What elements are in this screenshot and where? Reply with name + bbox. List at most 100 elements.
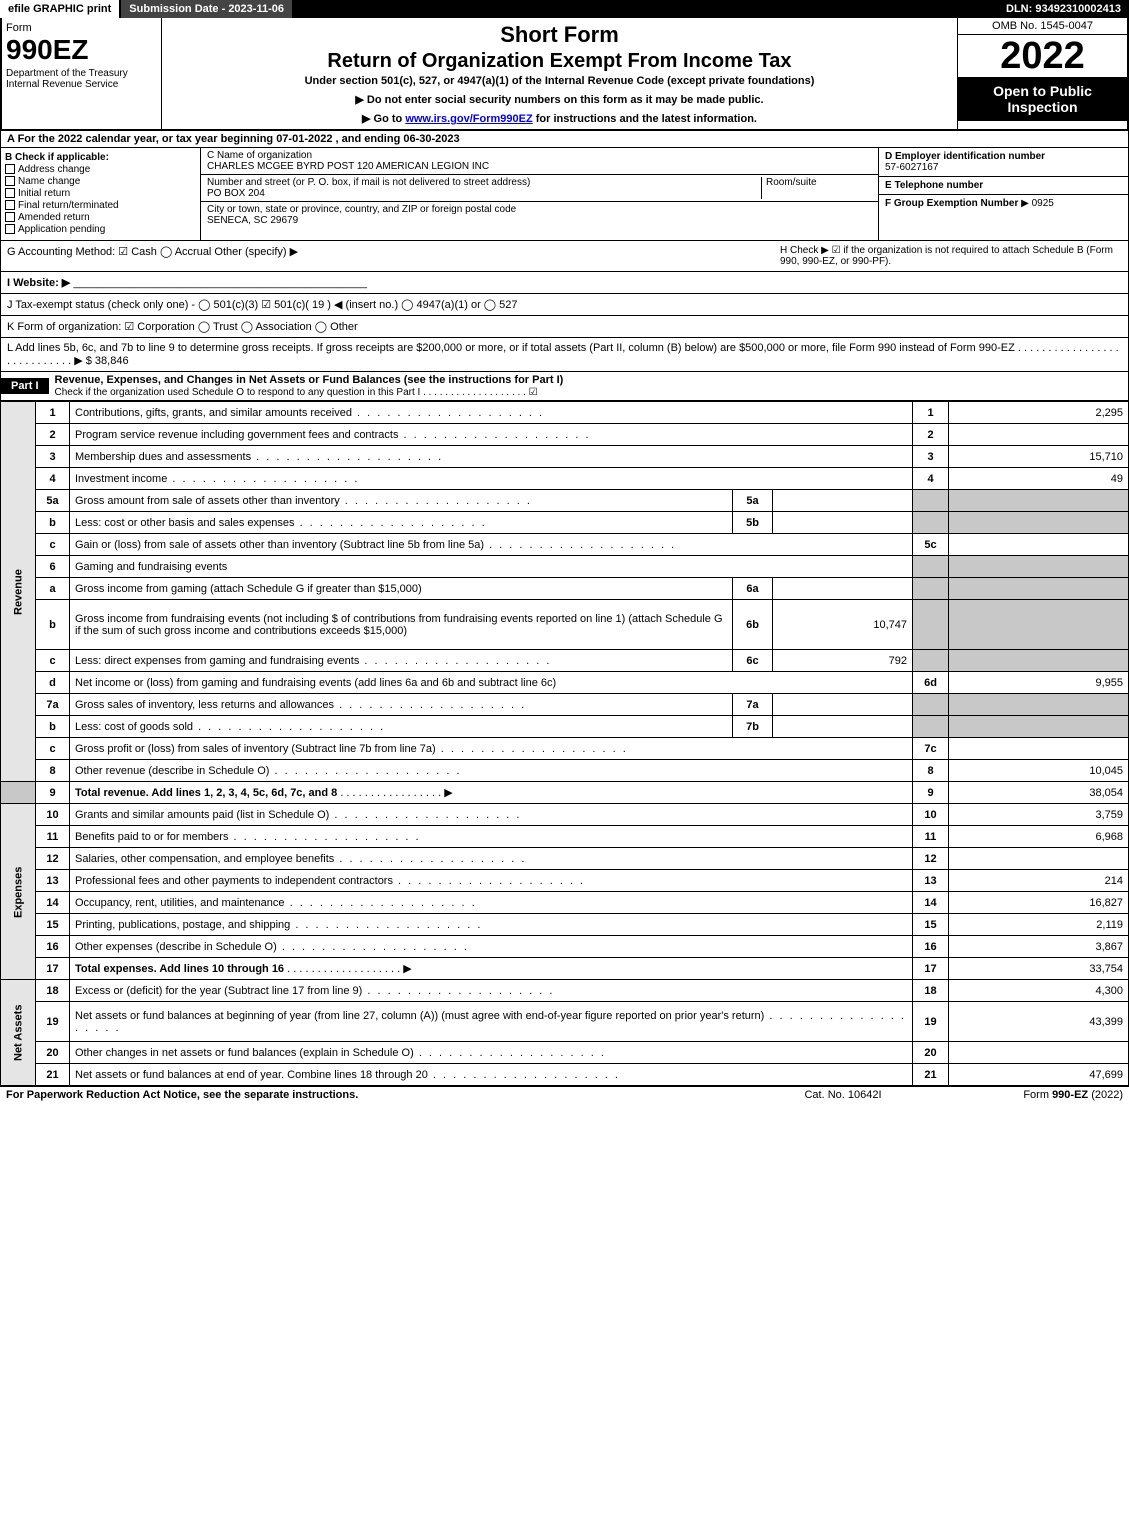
line13-num: 13 — [36, 870, 70, 892]
line20-rn: 20 — [913, 1042, 949, 1064]
line5c-num: c — [36, 534, 70, 556]
section-h: H Check ▶ ☑ if the organization is not r… — [772, 245, 1122, 267]
line6c-rn-shaded — [913, 650, 949, 672]
line18-rn: 18 — [913, 980, 949, 1002]
line6-val-shaded — [949, 556, 1129, 578]
line4-desc: Investment income — [70, 468, 913, 490]
dln: DLN: 93492310002413 — [998, 0, 1129, 18]
line6-desc: Gaming and fundraising events — [70, 556, 913, 578]
line2-desc: Program service revenue including govern… — [70, 424, 913, 446]
efile-print[interactable]: efile GRAPHIC print — [0, 0, 121, 18]
line14-val: 16,827 — [949, 892, 1129, 914]
line13-rn: 13 — [913, 870, 949, 892]
line8-val: 10,045 — [949, 760, 1129, 782]
line5c-desc: Gain or (loss) from sale of assets other… — [70, 534, 913, 556]
line2-val — [949, 424, 1129, 446]
line16-num: 16 — [36, 936, 70, 958]
checkbox-initial-return[interactable]: Initial return — [5, 188, 196, 199]
line2-num: 2 — [36, 424, 70, 446]
org-name: CHARLES MCGEE BYRD POST 120 AMERICAN LEG… — [207, 161, 872, 172]
section-i: I Website: ▶ — [7, 277, 70, 289]
ein-label: D Employer identification number — [885, 151, 1122, 162]
netassets-side-label: Net Assets — [1, 980, 36, 1086]
line19-desc: Net assets or fund balances at beginning… — [70, 1002, 913, 1042]
city-value: SENECA, SC 29679 — [207, 215, 872, 226]
line6a-sn: 6a — [733, 578, 773, 600]
line5b-desc: Less: cost or other basis and sales expe… — [70, 512, 733, 534]
line3-num: 3 — [36, 446, 70, 468]
line18-val: 4,300 — [949, 980, 1129, 1002]
line5b-sn: 5b — [733, 512, 773, 534]
line21-desc: Net assets or fund balances at end of ye… — [70, 1064, 913, 1086]
line6d-desc: Net income or (loss) from gaming and fun… — [70, 672, 913, 694]
line3-val: 15,710 — [949, 446, 1129, 468]
line12-num: 12 — [36, 848, 70, 870]
line12-desc: Salaries, other compensation, and employ… — [70, 848, 913, 870]
line18-num: 18 — [36, 980, 70, 1002]
line7b-rn-shaded — [913, 716, 949, 738]
line7b-num: b — [36, 716, 70, 738]
line19-val: 43,399 — [949, 1002, 1129, 1042]
footer-right: Form 990-EZ (2022) — [943, 1089, 1123, 1101]
open-public: Open to Public Inspection — [958, 77, 1127, 121]
part1-title-text: Revenue, Expenses, and Changes in Net As… — [55, 374, 564, 386]
line12-rn: 12 — [913, 848, 949, 870]
line11-rn: 11 — [913, 826, 949, 848]
part1-header-row: Part I Revenue, Expenses, and Changes in… — [0, 372, 1129, 401]
line6b-num: b — [36, 600, 70, 650]
line3-desc: Membership dues and assessments — [70, 446, 913, 468]
checkbox-name-change[interactable]: Name change — [5, 176, 196, 187]
line5b-num: b — [36, 512, 70, 534]
label-initial-return: Initial return — [18, 188, 70, 199]
line5b-sv — [773, 512, 913, 534]
group-value: ▶ 0925 — [1021, 198, 1054, 209]
line16-rn: 16 — [913, 936, 949, 958]
street-value: PO BOX 204 — [207, 188, 757, 199]
line13-val: 214 — [949, 870, 1129, 892]
line11-desc: Benefits paid to or for members — [70, 826, 913, 848]
short-form-label: Short Form — [170, 22, 949, 48]
header-right: OMB No. 1545-0047 2022 Open to Public In… — [957, 18, 1127, 129]
section-gh: G Accounting Method: ☑ Cash ◯ Accrual Ot… — [0, 241, 1129, 272]
checkbox-address-change[interactable]: Address change — [5, 164, 196, 175]
section-l-row: L Add lines 5b, 6c, and 7b to line 9 to … — [0, 338, 1129, 372]
header-left: Form 990EZ Department of the Treasury In… — [2, 18, 162, 129]
line8-num: 8 — [36, 760, 70, 782]
line15-num: 15 — [36, 914, 70, 936]
line15-desc: Printing, publications, postage, and shi… — [70, 914, 913, 936]
footer-left: For Paperwork Reduction Act Notice, see … — [6, 1089, 743, 1101]
line6a-num: a — [36, 578, 70, 600]
line6b-desc: Gross income from fundraising events (no… — [70, 600, 733, 650]
line4-val: 49 — [949, 468, 1129, 490]
ssn-warning: ▶ Do not enter social security numbers o… — [170, 93, 949, 106]
line6d-rn: 6d — [913, 672, 949, 694]
section-k: K Form of organization: ☑ Corporation ◯ … — [7, 320, 1122, 333]
line9-val: 38,054 — [949, 782, 1129, 804]
org-name-label: C Name of organization — [207, 150, 872, 161]
phone-label: E Telephone number — [885, 180, 1122, 191]
section-b-header: B Check if applicable: — [5, 152, 196, 163]
line8-rn: 8 — [913, 760, 949, 782]
line16-desc: Other expenses (describe in Schedule O) — [70, 936, 913, 958]
line9-num: 9 — [36, 782, 70, 804]
omb-number: OMB No. 1545-0047 — [958, 18, 1127, 35]
label-final-return: Final return/terminated — [18, 200, 119, 211]
line21-rn: 21 — [913, 1064, 949, 1086]
line6c-num: c — [36, 650, 70, 672]
topbar: efile GRAPHIC print Submission Date - 20… — [0, 0, 1129, 18]
checkbox-amended-return[interactable]: Amended return — [5, 212, 196, 223]
irs-link[interactable]: www.irs.gov/Form990EZ — [405, 113, 532, 125]
line6a-val-shaded — [949, 578, 1129, 600]
checkbox-final-return[interactable]: Final return/terminated — [5, 200, 196, 211]
goto-instructions: ▶ Go to www.irs.gov/Form990EZ for instru… — [170, 112, 949, 125]
line6b-sv: 10,747 — [773, 600, 913, 650]
line7c-val — [949, 738, 1129, 760]
return-title: Return of Organization Exempt From Incom… — [170, 50, 949, 73]
checkbox-application-pending[interactable]: Application pending — [5, 224, 196, 235]
line20-num: 20 — [36, 1042, 70, 1064]
line10-desc: Grants and similar amounts paid (list in… — [70, 804, 913, 826]
line5a-num: 5a — [36, 490, 70, 512]
line1-val: 2,295 — [949, 402, 1129, 424]
label-application-pending: Application pending — [18, 224, 105, 235]
line6-rn-shaded — [913, 556, 949, 578]
